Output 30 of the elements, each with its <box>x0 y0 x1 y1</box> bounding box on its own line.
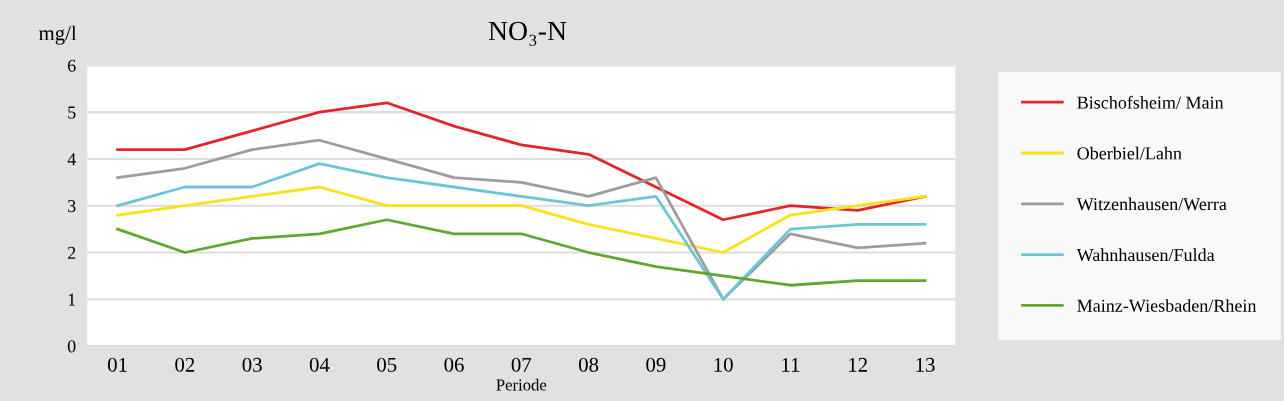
y-tick-label: 6 <box>67 59 76 72</box>
y-tick-label: 2 <box>67 246 76 259</box>
x-tick-label: 07 <box>511 357 532 372</box>
x-tick-label: 01 <box>107 357 127 372</box>
x-tick-label: 09 <box>646 357 666 372</box>
x-tick-label: 03 <box>242 357 262 372</box>
x-tick-label: 06 <box>444 357 464 372</box>
y-tick-label: 1 <box>68 293 76 306</box>
y-tick-label: 3 <box>68 200 76 213</box>
y-tick-label: 4 <box>67 153 76 166</box>
legend-label: Witzenhausen/Werra <box>1076 197 1227 211</box>
line-series <box>116 185 927 254</box>
x-tick-label: 05 <box>377 357 397 372</box>
x-axis-title: Periode <box>496 378 547 391</box>
legend-label: Bischofsheim/ Main <box>1077 95 1224 109</box>
x-tick-label: 12 <box>849 357 867 372</box>
legend-label: Oberbiel/Lahn <box>1077 146 1182 160</box>
y-axis-title: mg/l <box>38 25 77 45</box>
legend-label: Wahnhausen/Fulda <box>1076 248 1215 262</box>
y-tick-label: 0 <box>67 340 76 353</box>
x-tick-label: 02 <box>175 357 195 372</box>
chart-title: NO₃-N <box>488 21 567 46</box>
y-tick-label: 5 <box>68 106 76 119</box>
x-tick-label: 10 <box>714 357 733 372</box>
legend-label: Mainz-Wiesbaden/Rhein <box>1077 299 1257 312</box>
x-tick-label: 04 <box>309 357 330 372</box>
x-tick-label: 11 <box>782 357 800 372</box>
line-series <box>116 218 927 287</box>
x-tick-label: 13 <box>916 357 935 372</box>
x-tick-label: 08 <box>578 357 599 372</box>
